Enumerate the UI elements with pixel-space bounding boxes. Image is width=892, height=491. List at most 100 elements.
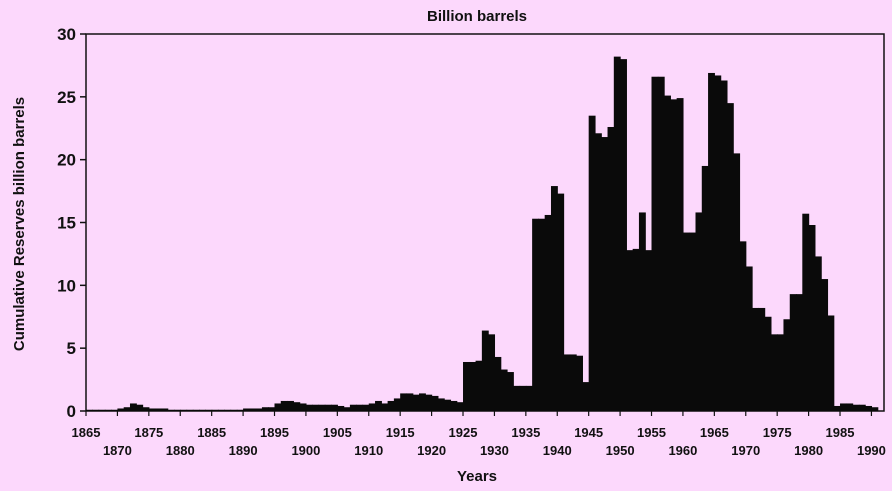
bar-1951: [626, 250, 634, 411]
x-tick-label-lower: 1980: [794, 443, 823, 458]
bar-1879: [173, 409, 181, 411]
bar-1933: [513, 385, 521, 411]
bar-1916: [406, 393, 414, 411]
bar-1959: [676, 98, 684, 411]
y-tick-label: 30: [57, 25, 76, 44]
bar-1923: [450, 400, 458, 411]
x-tick-label-upper: 1865: [72, 425, 101, 440]
bar-1937: [538, 218, 546, 411]
bar-1953: [638, 212, 646, 411]
bar-1886: [217, 409, 225, 411]
bar-1902: [318, 404, 326, 411]
y-tick-label: 25: [57, 88, 76, 107]
y-axis: 0 5 10 15 20 25 30: [57, 25, 86, 421]
bar-1877: [161, 408, 169, 411]
bar-1875: [148, 408, 156, 411]
bar-1982: [821, 279, 829, 411]
y-tick-label: 5: [67, 339, 76, 358]
bar-1889: [236, 409, 244, 411]
bar-1981: [814, 256, 822, 411]
bar-1918: [419, 393, 426, 411]
bar-1978: [796, 294, 803, 411]
bar-1896: [280, 400, 288, 411]
bar-1962: [695, 212, 703, 411]
bar-1880: [180, 409, 188, 411]
bar-1943: [576, 355, 583, 411]
x-tick-label-upper: 1885: [197, 425, 226, 440]
bar-1979: [802, 213, 810, 411]
bar-1958: [670, 99, 678, 411]
bar-1865: [86, 409, 93, 411]
bar-1871: [123, 407, 131, 411]
x-tick-label-lower: 1940: [543, 443, 572, 458]
x-tick-label-lower: 1950: [606, 443, 635, 458]
bar-1915: [400, 393, 408, 411]
bar-1912: [381, 403, 389, 411]
bar-1909: [362, 404, 370, 411]
bar-1874: [142, 407, 150, 411]
bar-1970: [745, 266, 753, 411]
bar-1942: [569, 354, 577, 411]
bar-1867: [98, 409, 106, 411]
bar-1887: [224, 409, 232, 411]
x-tick-label-lower: 1970: [731, 443, 760, 458]
bar-1950: [620, 59, 627, 411]
bar-1905: [337, 405, 345, 411]
y-tick-label: 20: [57, 151, 76, 170]
x-tick-label-upper: 1945: [574, 425, 603, 440]
bar-1914: [393, 398, 401, 411]
bar-1890: [243, 408, 250, 411]
bar-1984: [833, 405, 841, 411]
y-tick-label: 15: [57, 214, 76, 233]
bar-1980: [808, 225, 816, 411]
bar-1872: [129, 403, 137, 411]
x-tick-label-lower: 1920: [417, 443, 446, 458]
bar-1973: [764, 316, 772, 411]
bar-1913: [387, 400, 395, 411]
bar-1961: [689, 232, 697, 411]
x-tick-label-upper: 1965: [700, 425, 729, 440]
x-tick-label-lower: 1930: [480, 443, 509, 458]
bar-1938: [544, 214, 552, 411]
bar-1900: [305, 404, 313, 411]
bar-1947: [601, 137, 609, 412]
bar-1899: [299, 403, 307, 411]
bar-1960: [682, 232, 690, 411]
bar-1948: [607, 126, 615, 412]
bar-1966: [720, 80, 728, 411]
x-axis: 1865 1875 1885 1895 1905 1915 1925 1935 1945 1955…: [72, 411, 886, 458]
x-tick-label-upper: 1925: [449, 425, 478, 440]
x-tick-label-lower: 1910: [354, 443, 383, 458]
bar-1987: [852, 404, 860, 411]
bar-1955: [651, 76, 659, 411]
bar-1931: [500, 369, 508, 411]
bar-1940: [557, 193, 565, 411]
bar-1944: [582, 382, 590, 411]
bar-1878: [167, 409, 175, 411]
chart-title: Billion barrels: [427, 8, 527, 25]
bar-1952: [632, 248, 640, 411]
bar-1906: [343, 407, 351, 411]
y-tick-label: 0: [67, 402, 76, 421]
bar-1894: [268, 407, 276, 411]
x-tick-label-lower: 1900: [291, 443, 320, 458]
bar-1965: [714, 75, 722, 411]
bar-1971: [752, 307, 759, 411]
bar-1946: [594, 133, 602, 411]
bar-1949: [613, 56, 621, 412]
bar-1932: [506, 372, 514, 411]
bar-1917: [412, 394, 420, 411]
x-tick-label-upper: 1875: [134, 425, 163, 440]
bar-1989: [865, 405, 873, 411]
bar-1883: [199, 409, 206, 411]
bar-1920: [431, 395, 439, 411]
x-tick-label-upper: 1935: [511, 425, 540, 440]
bar-1881: [186, 409, 194, 411]
x-tick-label-lower: 1870: [103, 443, 132, 458]
bar-1988: [858, 404, 866, 411]
bar-1908: [356, 404, 364, 411]
bar-1892: [255, 408, 263, 411]
bar-1928: [481, 330, 489, 411]
bar-1941: [563, 354, 571, 411]
